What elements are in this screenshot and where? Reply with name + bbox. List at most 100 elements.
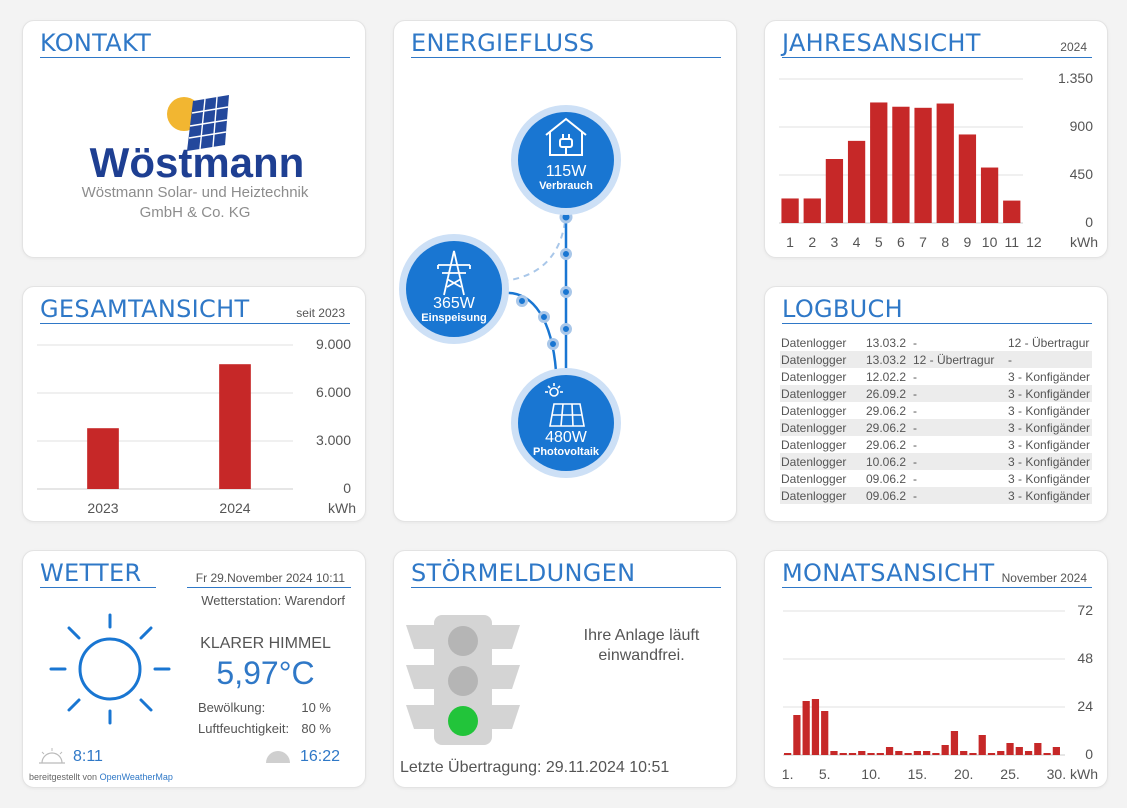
bar-9 [858,751,866,755]
status-green-light [448,706,478,736]
jahresansicht-card: JAHRESANSICHT 2024 0 450 900 1.350 1 2 3 4 5 6 7 8 9… [764,20,1108,258]
x-tick-label: 5. [819,766,831,782]
log-row[interactable]: Datenlogger 12.02.2- 3 - Konfigänder [780,368,1092,385]
bar-22 [978,735,986,755]
log-cell-a: - [913,489,917,503]
log-row[interactable]: Datenlogger 13.03.2 12 - Übertragur - [780,351,1092,368]
bar-14 [904,753,912,755]
bar-5 [870,102,888,223]
log-row[interactable]: Datenlogger 29.06.2- 3 - Konfigänder [780,436,1092,453]
company-name-line1: Wöstmann Solar- und Heiztechnik [82,184,309,201]
x-tick-label: 2023 [87,500,118,516]
x-tick-label: 10 [982,234,998,250]
log-row[interactable]: Datenlogger 26.09.2- 3 - Konfigänder [780,385,1092,402]
log-cell-a: - [913,387,917,401]
provided-by-text: bereitgestellt von [29,772,98,782]
stoermeldungen-card: STÖRMELDUNGEN Ihre Anlage läuft einwandf… [393,550,737,788]
x-tick-label: 1 [786,234,794,250]
verbrauch-node[interactable]: 115W Verbrauch [511,105,621,215]
cloud-value: 10 % [301,700,331,715]
y-tick-label: 0 [1085,214,1093,230]
jahresansicht-title: JAHRESANSICHT [782,29,981,57]
stoermeldungen-title: STÖRMELDUNGEN [411,559,636,587]
house-plug-icon [545,117,587,156]
bar-19 [950,731,959,755]
log-cell-date: 09.06.2 [866,472,907,486]
log-cell-date: 13.03.2 [866,336,907,350]
log-cell-b: 3 - Konfigänder [1008,370,1091,384]
bar-4 [847,140,866,223]
x-tick-label: 8 [941,234,949,250]
unit-label: kWh [1070,766,1098,782]
status-message-line1: Ihre Anlage läuft [583,627,700,644]
last-transfer: Letzte Übertragung: 29.11.2024 10:51 [400,759,670,776]
y-tick-label: 24 [1077,698,1093,714]
x-tick-label: 12 [1026,234,1042,250]
log-row[interactable]: Datenlogger 29.06.2- 3 - Konfigänder [780,419,1092,436]
gesamtansicht-title: GESAMTANSICHT [40,295,250,323]
bar-7 [914,107,932,223]
monatsansicht-card: MONATSANSICHT November 2024 0 24 48 72 1. 5. 1… [764,550,1108,788]
y-tick-label: 48 [1077,650,1093,666]
log-cell-source: Datenlogger [781,404,847,418]
logo-brand-text: Wöstmann [90,139,305,186]
cloud-label: Bewölkung: [198,700,266,715]
openweathermap-link[interactable]: OpenWeatherMap [99,772,173,782]
bar-17 [932,753,940,755]
logo-panel-icon [187,95,229,151]
sunset-icon [266,751,290,763]
kontakt-card: KONTAKT Wöstmann Wöstmann Solar- und Hei… [22,20,366,258]
log-row[interactable]: Datenlogger 29.06.2- 3 - Konfigänder [780,402,1092,419]
x-tick-label: 25. [1000,766,1019,782]
humidity-label: Luftfeuchtigkeit: [198,721,290,736]
sunrise-icon [39,748,65,764]
log-cell-source: Datenlogger [781,336,847,350]
bar-30 [1052,747,1060,755]
bar-11 [1003,200,1021,223]
bar-1 [781,198,799,223]
bar-2024 [219,364,251,489]
x-tick-label: 11 [1004,234,1019,250]
bar-28 [1034,743,1042,755]
x-tick-label: 20. [954,766,973,782]
log-cell-a: - [913,336,917,350]
unit-label: kWh [1070,234,1098,250]
log-cell-date: 26.09.2 [866,387,907,401]
log-row[interactable]: Datenlogger 09.06.2- 3 - Konfigänder [780,470,1092,487]
einspeisung-label: Einspeisung [421,312,486,324]
woestmann-logo[interactable]: Wöstmann Wöstmann Solar- und Heiztechnik… [23,61,366,258]
log-row[interactable]: Datenlogger 10.06.2- 3 - Konfigänder [780,453,1092,470]
x-tick-label: 10. [861,766,880,782]
x-tick-label: 1. [782,766,794,782]
einspeisung-value: 365W [433,295,476,312]
log-cell-b: 3 - Konfigänder [1008,421,1091,435]
log-row[interactable]: Datenlogger 09.06.2- 3 - Konfigänder [780,487,1092,504]
log-cell-b: - [1008,353,1012,367]
log-cell-source: Datenlogger [781,455,847,469]
wetter-station: Wetterstation: Warendorf [201,593,345,608]
y-tick-label: 450 [1070,166,1094,182]
log-row[interactable]: Datenlogger 13.03.2- 12 - Übertragur [780,334,1092,351]
weather-condition: KLARER HIMMEL [200,635,331,652]
log-cell-b: 3 - Konfigänder [1008,404,1091,418]
y-tick-label: 72 [1077,602,1093,618]
log-cell-source: Datenlogger [781,387,847,401]
bar-12 [885,747,894,755]
x-tick-label: 9 [964,234,972,250]
company-name-line2: GmbH & Co. KG [140,204,251,221]
unit-label: kWh [328,500,356,516]
bar-10 [867,753,875,755]
monatsansicht-title: MONATSANSICHT [782,559,995,587]
humidity-value: 80 % [301,721,331,736]
bar-1 [784,753,792,755]
bar-11 [876,753,884,755]
sun-icon [49,613,171,725]
einspeisung-node[interactable]: 365W Einspeisung [399,234,509,344]
verbrauch-label: Verbrauch [539,180,593,192]
log-cell-a: - [913,438,917,452]
bar-18 [941,745,949,755]
photovoltaik-node[interactable]: 480W Photovoltaik [511,368,621,478]
log-cell-b: 12 - Übertragur [1008,336,1090,350]
log-cell-date: 13.03.2 [866,353,907,367]
log-cell-a: - [913,404,917,418]
